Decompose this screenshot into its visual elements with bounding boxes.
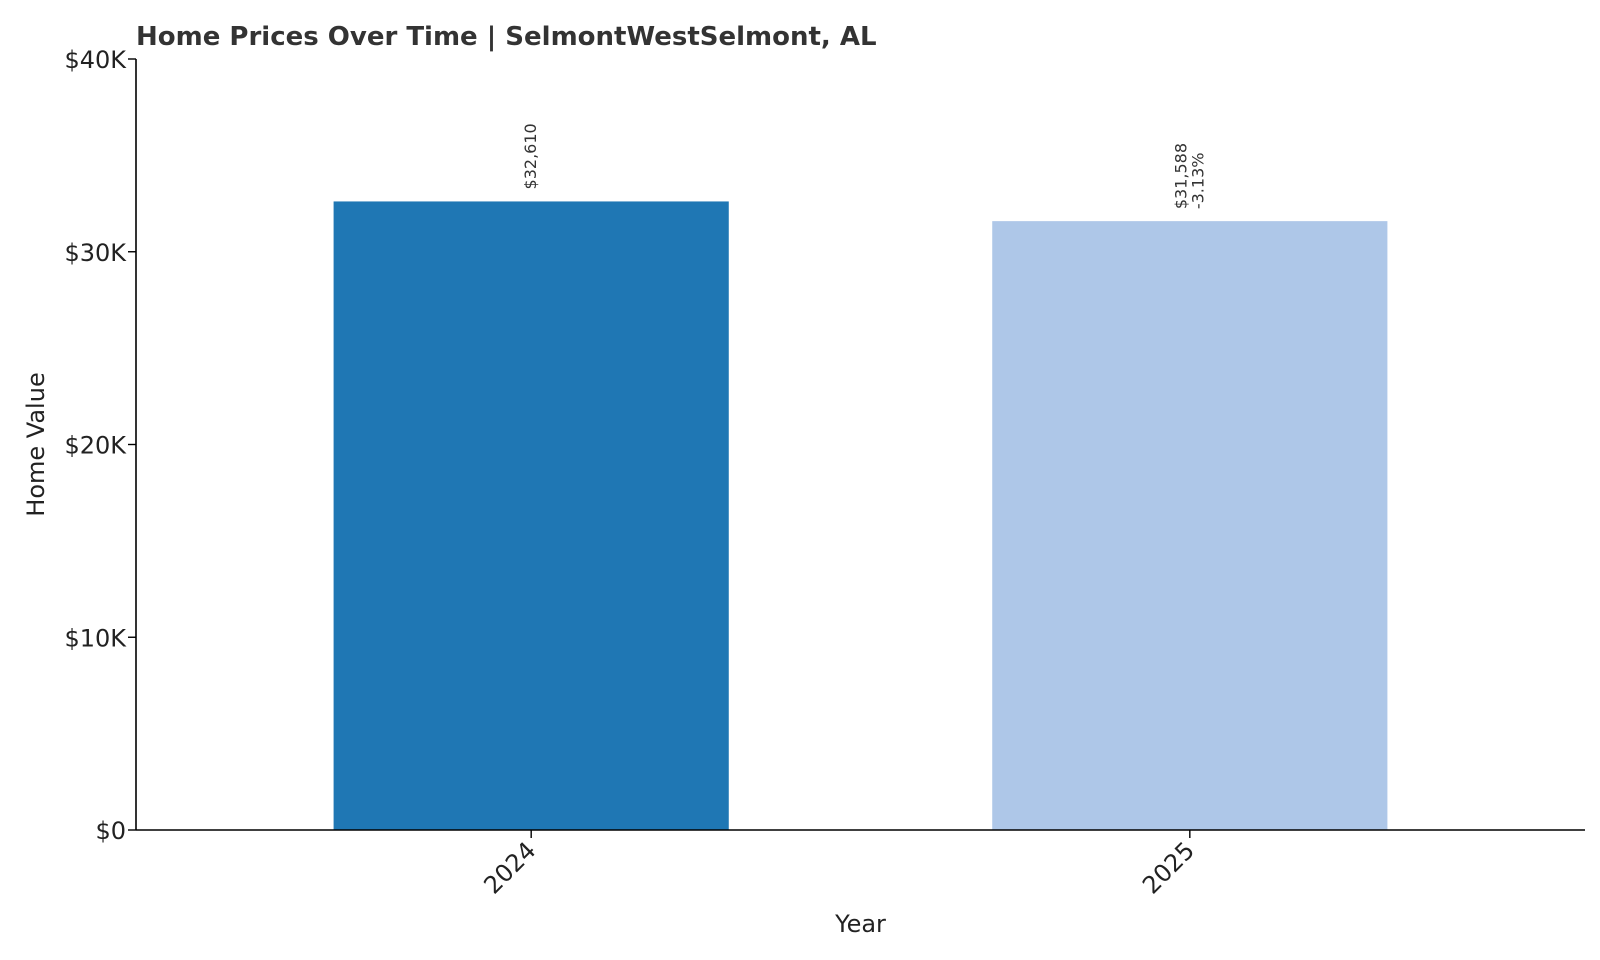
bars-group <box>333 201 1388 830</box>
data-label-2025-0: $31,588 <box>1171 143 1190 209</box>
data-labels-group: $32,610 $31,588-3.13% <box>521 123 1207 209</box>
bar-2025 <box>992 221 1388 830</box>
y-tick-label: $0 <box>95 817 126 845</box>
data-label-2024-0: $32,610 <box>521 123 540 189</box>
bar-2024 <box>333 201 729 830</box>
y-tick-label: $20K <box>64 432 127 460</box>
y-tick-label: $30K <box>64 239 127 267</box>
x-axis: 2024 2025 <box>136 829 1585 899</box>
data-label-group-2025: $31,588-3.13% <box>1171 143 1207 209</box>
y-tick-label: $10K <box>64 624 127 652</box>
chart-title: Home Prices Over Time | SelmontWestSelmo… <box>136 22 877 52</box>
y-axis-label: Home Value <box>22 372 50 516</box>
y-axis: $0 $10K $20K $30K $40K <box>64 46 137 845</box>
data-label-2025-1: -3.13% <box>1188 153 1207 210</box>
y-tick-label: $40K <box>64 46 127 74</box>
x-tick-label-2025: 2025 <box>1137 836 1200 899</box>
x-axis-label: Year <box>834 910 886 938</box>
data-label-group-2024: $32,610 <box>521 123 540 189</box>
x-tick-label-2024: 2024 <box>478 836 541 899</box>
